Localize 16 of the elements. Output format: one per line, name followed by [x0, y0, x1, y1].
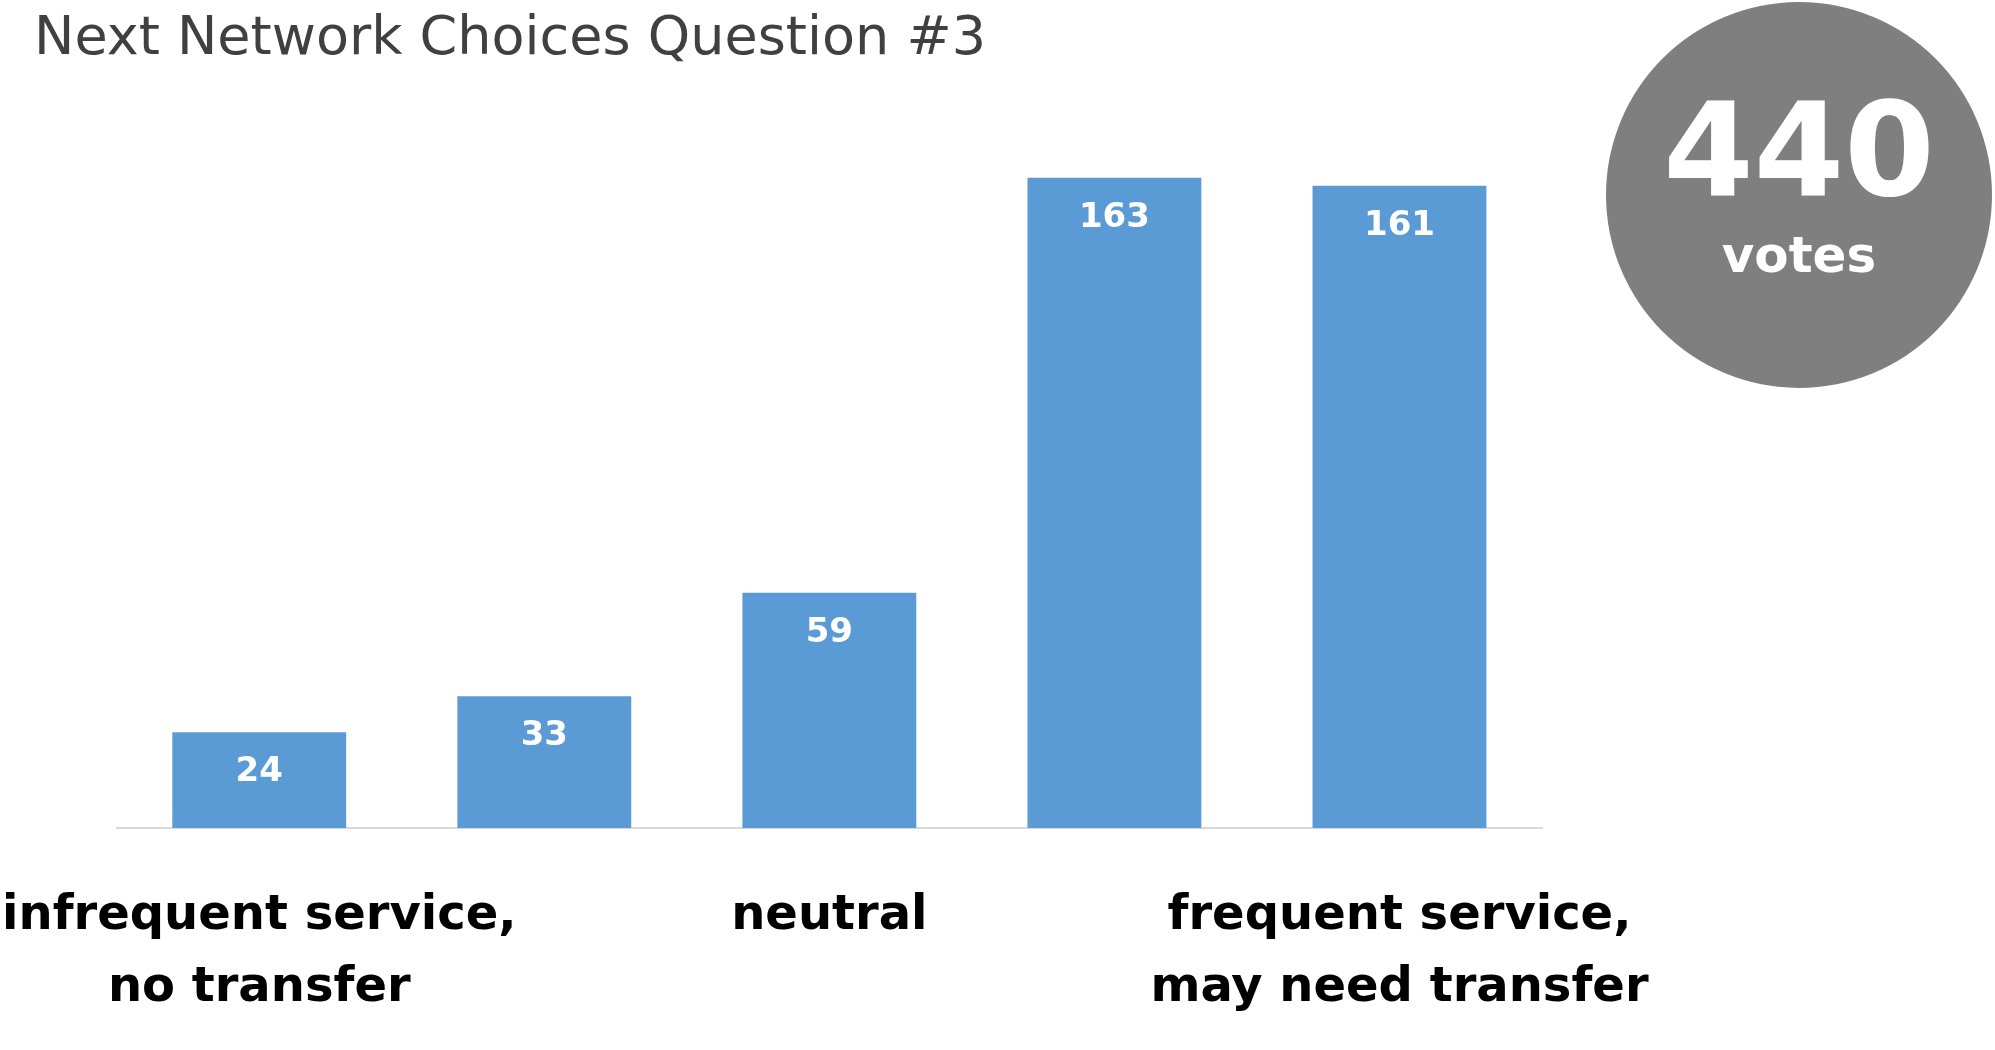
- data-label: 161: [1363, 202, 1435, 243]
- bar: [457, 696, 632, 828]
- data-label: 33: [520, 713, 568, 754]
- chart-title: Next Network Choices Question #3: [34, 4, 987, 67]
- bar: [742, 592, 917, 828]
- data-label: 163: [1078, 194, 1150, 235]
- text: votes: [1720, 225, 1878, 285]
- data-label: 59: [805, 609, 854, 650]
- x-tick-label: infrequent service, no transfer: [2, 884, 517, 1012]
- data-label: 24: [235, 749, 283, 790]
- x-tick-label: neutral: [731, 884, 928, 940]
- bar: [1312, 185, 1487, 828]
- x-tick-label: frequent service, may need transfer: [1150, 884, 1649, 1012]
- bar: [172, 732, 347, 828]
- bar: [1027, 177, 1202, 828]
- text: 440: [1662, 74, 1936, 226]
